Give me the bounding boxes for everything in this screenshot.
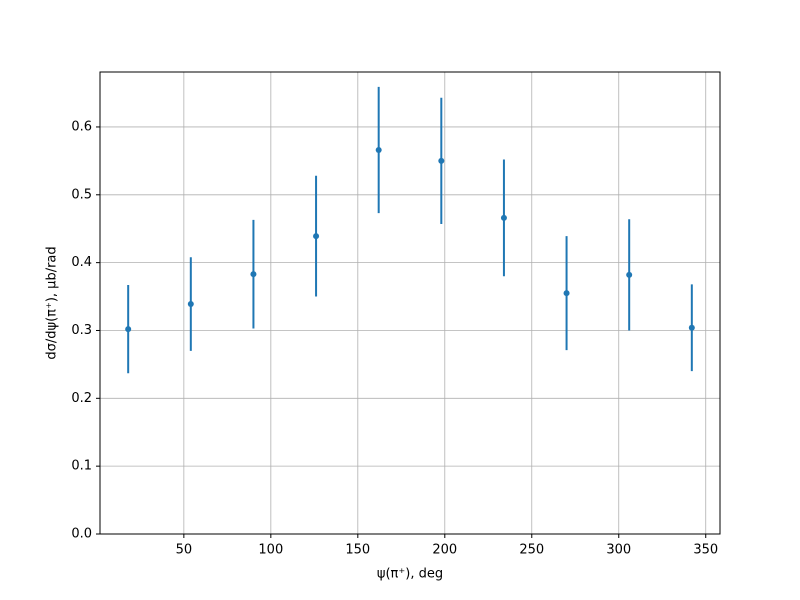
x-tick-label: 350 (693, 543, 718, 558)
x-tick-label: 300 (606, 543, 631, 558)
data-point (250, 271, 257, 278)
y-axis-label: dσ/dψ(π⁺), μb/rad (45, 246, 60, 359)
y-tick-label: 0.6 (71, 119, 92, 134)
x-axis-label: ψ(π⁺), deg (377, 567, 443, 582)
y-tick-label: 0.1 (71, 459, 92, 474)
x-tick-label: 250 (519, 543, 544, 558)
y-tick-label: 0.2 (71, 391, 92, 406)
plot-frame (99, 71, 721, 535)
data-point (500, 214, 507, 221)
y-tick-label: 0.0 (71, 527, 92, 542)
y-tick-label: 0.5 (71, 187, 92, 202)
data-point (187, 301, 194, 308)
data-point (125, 326, 132, 333)
x-tick-label: 200 (432, 543, 457, 558)
y-tick-label: 0.4 (71, 255, 92, 270)
data-point (563, 290, 570, 297)
data-point (375, 147, 382, 154)
data-point (438, 157, 445, 164)
data-point (688, 324, 695, 331)
x-tick-label: 150 (345, 543, 370, 558)
data-point (313, 233, 320, 240)
x-tick-label: 100 (258, 543, 283, 558)
data-point (626, 271, 633, 278)
y-tick-label: 0.3 (71, 323, 92, 338)
x-tick-label: 50 (176, 543, 193, 558)
